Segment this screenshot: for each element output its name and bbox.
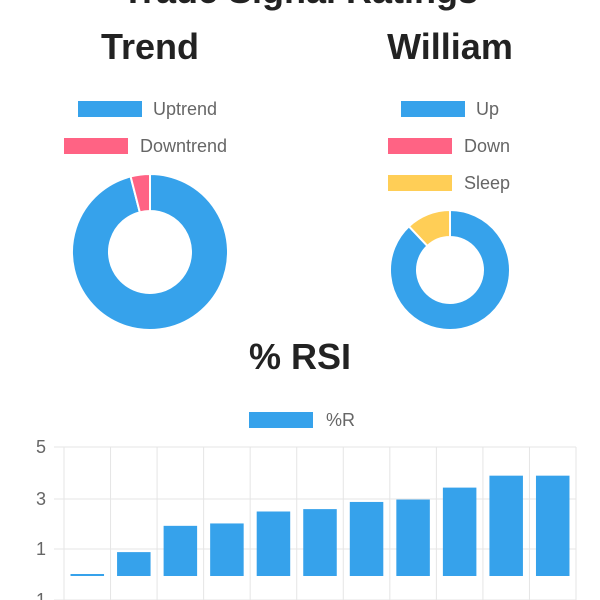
legend-label-r: %R bbox=[326, 410, 356, 430]
rsi-bar-8[interactable] bbox=[396, 499, 430, 576]
legend-swatch-down bbox=[388, 138, 452, 154]
rsi-chart-title: % RSI bbox=[248, 336, 352, 377]
william-doughnut-chart bbox=[389, 208, 511, 331]
rsi-bar-2[interactable] bbox=[117, 552, 151, 576]
legend-label-uptrend: Uptrend bbox=[153, 99, 218, 119]
legend-swatch-r bbox=[249, 412, 313, 428]
william-slice-up[interactable] bbox=[389, 208, 511, 331]
rsi-bar-6[interactable] bbox=[303, 509, 337, 576]
legend-label-downtrend: Downtrend bbox=[140, 136, 228, 156]
rsi-bar-9[interactable] bbox=[442, 487, 477, 576]
trend-slice-downtrend[interactable] bbox=[129, 172, 151, 214]
y-tick-label: 3 bbox=[36, 489, 46, 509]
rsi-bar-1[interactable] bbox=[70, 574, 105, 576]
legend-swatch-downtrend bbox=[64, 138, 128, 154]
y-tick-label: 1 bbox=[36, 590, 46, 600]
rsi-bar-11[interactable] bbox=[535, 475, 570, 576]
trend-slice-uptrend[interactable] bbox=[71, 172, 229, 331]
rsi-bar-7[interactable] bbox=[349, 501, 384, 576]
legend-swatch-uptrend bbox=[78, 101, 142, 117]
page-title: Trade Signal Ratings bbox=[0, 0, 600, 12]
y-tick-label: 1 bbox=[36, 539, 46, 559]
rsi-bar-10[interactable] bbox=[489, 475, 523, 576]
rsi-bar-3[interactable] bbox=[163, 525, 198, 576]
legend-label-down: Down bbox=[464, 136, 511, 156]
william-slice-sleep[interactable] bbox=[407, 208, 451, 248]
trend-doughnut-chart bbox=[71, 172, 229, 331]
legend-label-sleep: Sleep bbox=[464, 173, 511, 193]
william-chart-title: William bbox=[387, 26, 513, 67]
legend-swatch-up bbox=[401, 101, 465, 117]
trend-chart-title: Trend bbox=[100, 26, 199, 67]
legend-label-up: Up bbox=[476, 99, 500, 119]
rsi-bar-5[interactable] bbox=[256, 511, 291, 577]
legend-swatch-sleep bbox=[388, 175, 452, 191]
y-tick-label: 5 bbox=[36, 437, 46, 457]
rsi-bar-4[interactable] bbox=[210, 523, 244, 576]
